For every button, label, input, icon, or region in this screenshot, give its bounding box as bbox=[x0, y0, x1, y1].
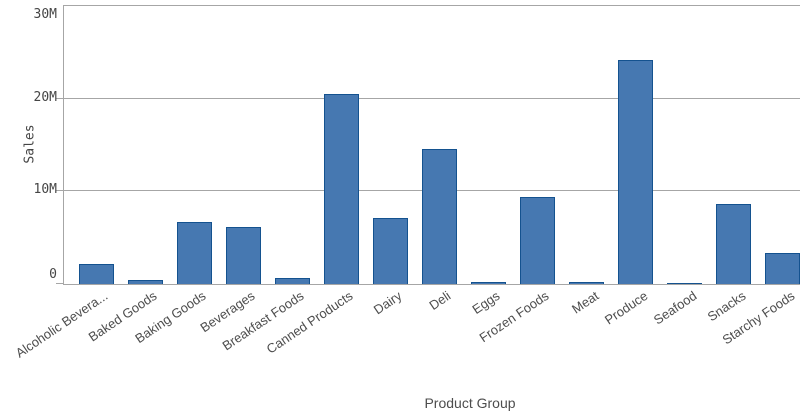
bar[interactable] bbox=[421, 148, 457, 284]
bar[interactable] bbox=[716, 204, 752, 284]
bar[interactable] bbox=[78, 263, 114, 284]
bar[interactable] bbox=[176, 221, 212, 284]
y-tick-label: 0 bbox=[49, 267, 57, 282]
bar[interactable] bbox=[519, 196, 555, 284]
bar[interactable] bbox=[127, 280, 163, 284]
y-tick-label: 30M bbox=[33, 7, 57, 22]
y-tick-label: 20M bbox=[33, 89, 57, 105]
y-axis-tick bbox=[56, 283, 63, 284]
bar[interactable] bbox=[372, 218, 408, 284]
y-axis-title: Sales bbox=[22, 124, 38, 164]
bar[interactable] bbox=[470, 281, 506, 284]
bar[interactable] bbox=[225, 226, 261, 284]
bar[interactable] bbox=[274, 278, 310, 284]
x-axis-title: Product Group bbox=[424, 395, 516, 411]
bar[interactable] bbox=[569, 282, 604, 284]
y-tick-label: 10M bbox=[33, 182, 57, 198]
bar[interactable] bbox=[667, 282, 703, 284]
bar[interactable] bbox=[618, 59, 654, 284]
y-axis-tick bbox=[56, 190, 63, 192]
gridline bbox=[64, 97, 800, 99]
plot-area bbox=[56, 5, 800, 285]
bar[interactable] bbox=[323, 94, 359, 284]
y-axis-tick bbox=[56, 97, 63, 99]
bar[interactable] bbox=[765, 253, 800, 284]
